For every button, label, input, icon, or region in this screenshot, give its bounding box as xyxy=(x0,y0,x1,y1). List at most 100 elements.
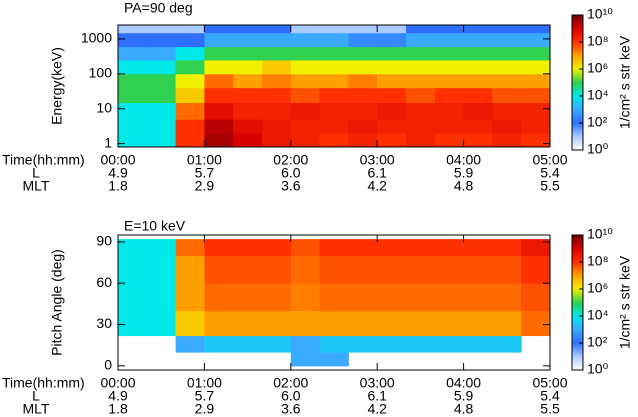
x-tick-label: 01:00 xyxy=(187,152,222,168)
heatmap-cell xyxy=(204,102,234,120)
heatmap-cell xyxy=(463,239,493,257)
heatmap-cell xyxy=(290,119,321,134)
heatmap-cell xyxy=(175,25,205,34)
heatmap-cell xyxy=(406,32,436,48)
heatmap-cell xyxy=(118,133,148,148)
x-tick-label: 04:00 xyxy=(446,152,481,168)
heatmap-cell xyxy=(463,87,493,104)
heatmap-cell xyxy=(348,87,378,104)
heatmap-cell xyxy=(204,239,234,257)
colorbar-tick-label: 10⁴ xyxy=(587,87,609,103)
x-tick-label: 04:00 xyxy=(446,375,481,391)
heatmap-cell xyxy=(377,25,407,34)
x-tick-label: 03:00 xyxy=(360,375,395,391)
heatmap-cell xyxy=(146,310,177,337)
heatmap-cell xyxy=(406,335,436,353)
x-extra-label: 6.1 xyxy=(367,165,387,181)
x-tick-label: 02:00 xyxy=(273,375,308,391)
x-extra-label: 5.7 xyxy=(195,388,215,404)
heatmap-cell xyxy=(406,283,436,312)
heatmap-cell xyxy=(262,102,292,120)
colorbar-tick-label: 10⁰ xyxy=(587,361,609,377)
x-extra-label: 6.1 xyxy=(367,388,387,404)
heatmap-cell xyxy=(290,32,321,48)
colorbar-tick-label: 10⁸ xyxy=(587,33,609,49)
y-tick-label: 0 xyxy=(104,357,112,373)
y-tick-label: 90 xyxy=(96,233,112,249)
heatmap-cell xyxy=(319,352,349,367)
heatmap-cell xyxy=(406,239,436,257)
heatmap-cell xyxy=(175,59,205,75)
heatmap-cell xyxy=(434,59,465,75)
y-axis-label: Pitch Angle (deg) xyxy=(49,249,65,356)
heatmap-cell xyxy=(118,102,148,120)
heatmap-cell xyxy=(204,119,234,134)
x-tick-label: 02:00 xyxy=(273,152,308,168)
heatmap-cell xyxy=(262,335,292,353)
heatmap-cell xyxy=(521,239,551,257)
heatmap-cell xyxy=(521,87,551,104)
heatmap-cell xyxy=(434,310,465,337)
heatmap-cell xyxy=(319,73,349,89)
heatmap-cell xyxy=(290,25,321,34)
heatmap-cell xyxy=(262,133,292,148)
heatmap-cell xyxy=(118,73,148,89)
heatmap-cell xyxy=(175,46,205,61)
colorbar-tick-label: 10¹⁰ xyxy=(587,226,613,242)
x-extra-row-name: L xyxy=(32,388,40,404)
x-tick-label: 05:00 xyxy=(532,375,567,391)
heatmap-cell xyxy=(463,32,493,48)
heatmap-cell xyxy=(434,133,465,148)
heatmap-cell xyxy=(290,133,321,148)
heatmap-cell xyxy=(262,59,292,75)
heatmap-cell xyxy=(204,32,234,48)
heatmap-cell xyxy=(204,25,234,34)
heatmap-cell xyxy=(146,119,177,134)
heatmap-cell xyxy=(290,46,321,61)
heatmap-cell xyxy=(233,310,263,337)
heatmap-cell xyxy=(262,25,292,34)
heatmap-cell xyxy=(463,59,493,75)
heatmap-cell xyxy=(290,335,321,353)
colorbar xyxy=(571,234,584,371)
x-extra-label: 3.6 xyxy=(281,178,301,194)
heatmap-cell xyxy=(406,46,436,61)
x-extra-label: 6.0 xyxy=(281,165,301,181)
y-tick-label: 30 xyxy=(96,315,112,331)
heatmap-cell xyxy=(290,102,321,120)
colorbar-tick-label: 10⁶ xyxy=(587,60,608,76)
heatmap-cell xyxy=(146,87,177,104)
x-extra-row-name: MLT xyxy=(23,401,50,417)
heatmap-cell xyxy=(492,133,522,148)
heatmap-cell xyxy=(319,59,349,75)
heatmap-cell xyxy=(377,119,407,134)
heatmap-cell xyxy=(175,335,205,353)
heatmap-cell xyxy=(262,239,292,257)
x-extra-label: 4.8 xyxy=(454,178,474,194)
x-extra-label: 1.8 xyxy=(108,178,128,194)
heatmap-cell xyxy=(262,87,292,104)
heatmap-cell xyxy=(262,283,292,312)
heatmap-cell xyxy=(146,25,177,34)
heatmap-cell xyxy=(290,283,321,312)
heatmap-cell xyxy=(233,59,263,75)
heatmap-cell xyxy=(290,352,321,367)
heatmap-cell xyxy=(118,25,148,34)
heatmap-cell xyxy=(262,32,292,48)
heatmap-cell xyxy=(377,133,407,148)
heatmap-cell xyxy=(290,310,321,337)
colorbar-tick-label: 10⁴ xyxy=(587,307,609,323)
heatmap-cell xyxy=(319,283,349,312)
x-extra-label: 3.6 xyxy=(281,401,301,417)
x-extra-label: 2.9 xyxy=(195,178,215,194)
heatmap-cell xyxy=(262,46,292,61)
heatmap-cell xyxy=(521,102,551,120)
x-extra-row-name: L xyxy=(32,165,40,181)
heatmap-cell xyxy=(262,310,292,337)
heatmap-cell xyxy=(348,310,378,337)
x-extra-label: 4.2 xyxy=(367,401,387,417)
heatmap-cell xyxy=(492,59,522,75)
heatmap-cell xyxy=(463,335,493,353)
heatmap-cell xyxy=(434,255,465,284)
heatmap-cell xyxy=(175,239,205,257)
